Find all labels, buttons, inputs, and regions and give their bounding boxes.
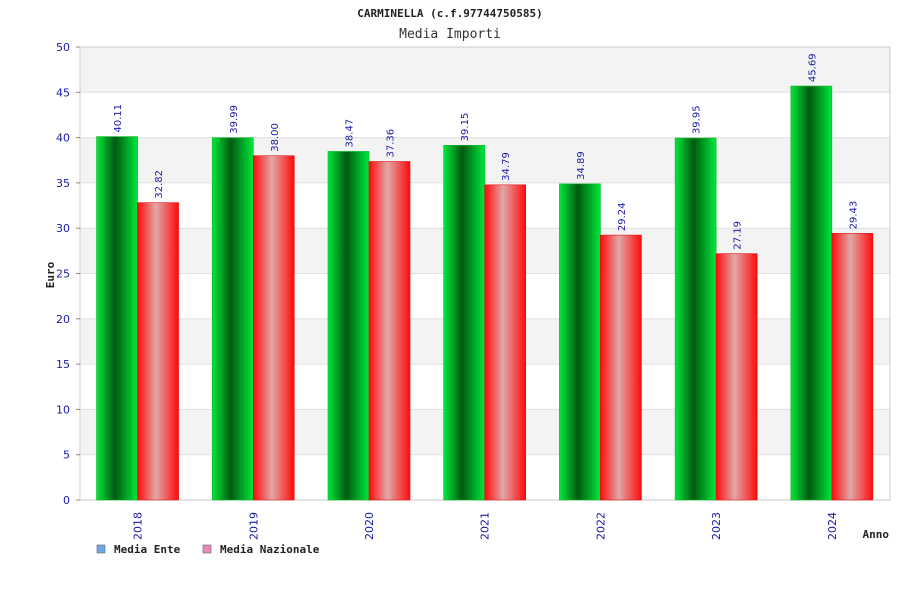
y-axis-label: Euro — [44, 261, 57, 288]
bar-media-nazionale-2019 — [252, 155, 295, 501]
data-label: 37.36 — [385, 129, 396, 158]
y-tick-label: 45 — [56, 86, 70, 99]
bar-media-nazionale-2024 — [831, 233, 874, 501]
x-axis-label: Anno — [863, 528, 890, 541]
bars-group: 40.11 32.82 39.99 38.00 38.47 37.36 39.15 34.79… — [96, 53, 874, 501]
legend-label: Media Nazionale — [220, 543, 320, 556]
legend: Media Ente Media Nazionale — [96, 543, 320, 556]
bar-media-ente-2023 — [674, 137, 717, 501]
legend-label: Media Ente — [114, 543, 181, 556]
bar-media-ente-2022 — [559, 183, 601, 501]
data-label: 39.99 — [229, 105, 240, 134]
bar-media-ente-2018 — [96, 136, 138, 501]
data-label: 29.43 — [848, 201, 859, 230]
y-tick-label: 30 — [56, 222, 70, 235]
grid-band — [80, 92, 890, 138]
x-tick-label: 2022 — [594, 512, 607, 540]
y-tick-label: 40 — [56, 132, 70, 145]
bar-media-nazionale-2018 — [137, 202, 179, 501]
legend-swatch — [202, 544, 212, 554]
x-tick-label: 2020 — [363, 512, 376, 540]
y-tick-label: 10 — [56, 403, 70, 416]
data-label: 29.24 — [617, 202, 628, 231]
x-tick-label: 2018 — [132, 512, 145, 540]
bar-media-ente-2019 — [211, 137, 254, 501]
data-label: 45.69 — [807, 53, 818, 82]
bar-media-ente-2020 — [327, 151, 370, 501]
y-tick-label: 5 — [63, 449, 70, 462]
data-label: 34.89 — [576, 151, 587, 180]
data-label: 39.95 — [692, 105, 703, 134]
y-tick-label: 0 — [63, 494, 70, 507]
bar-media-nazionale-2021 — [484, 184, 527, 501]
x-tick-label: 2023 — [710, 512, 723, 540]
y-tick-label: 50 — [56, 41, 70, 54]
bar-media-ente-2021 — [443, 145, 486, 501]
y-tick-label: 25 — [56, 268, 70, 281]
x-tick-label: 2024 — [826, 512, 839, 540]
data-label: 40.11 — [113, 104, 124, 133]
grid-band — [80, 47, 890, 93]
data-label: 39.15 — [460, 113, 471, 142]
x-tick-label: 2019 — [247, 512, 260, 540]
bar-media-ente-2024 — [790, 85, 833, 501]
y-tick-label: 20 — [56, 313, 70, 326]
data-label: 34.79 — [501, 152, 512, 181]
chart-title: CARMINELLA (c.f.97744750585) — [357, 7, 542, 20]
data-label: 32.82 — [154, 170, 165, 199]
y-tick-label: 15 — [56, 358, 70, 371]
x-axis: 2018 2019 2020 2021 2022 2023 2024 — [132, 512, 839, 540]
data-label: 38.00 — [270, 123, 281, 152]
y-axis: 0 5 10 15 20 25 30 35 40 45 50 — [56, 41, 80, 507]
bar-media-nazionale-2022 — [600, 234, 642, 501]
data-label: 38.47 — [344, 119, 355, 148]
legend-swatch — [96, 544, 106, 554]
bar-media-nazionale-2023 — [715, 253, 758, 501]
data-label: 27.19 — [733, 221, 744, 250]
x-tick-label: 2021 — [479, 512, 492, 540]
chart-subtitle: Media Importi — [399, 27, 501, 42]
bar-media-nazionale-2020 — [368, 161, 411, 501]
y-tick-label: 35 — [56, 177, 70, 190]
